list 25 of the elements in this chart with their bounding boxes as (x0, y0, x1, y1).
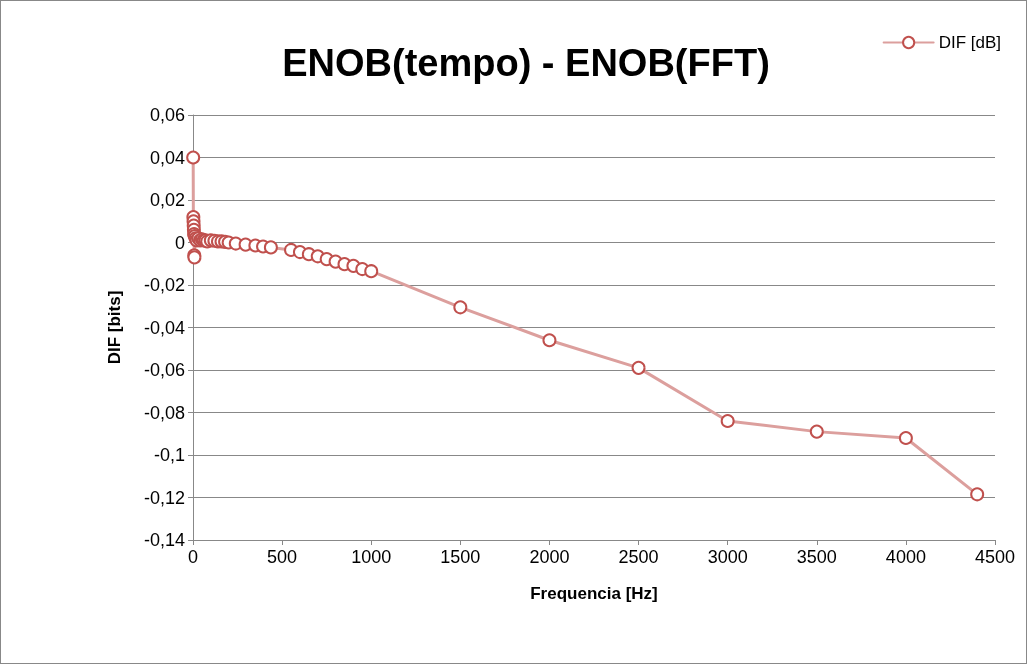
x-tick-label: 3000 (707, 547, 748, 567)
x-tick-label: 2000 (529, 547, 570, 567)
x-tick-label: 4500 (974, 547, 1016, 567)
y-tick-label: 0,06 (149, 105, 185, 125)
y-tick-label: 0 (174, 232, 185, 253)
y-axis-title: DIF [bits] (105, 290, 124, 365)
x-tick-label: 1500 (440, 547, 481, 567)
x-tick-label: 2500 (618, 547, 659, 567)
y-tick-label: -0,14 (143, 530, 185, 550)
x-tick-label: 3500 (796, 547, 837, 567)
x-tick-label: 4000 (885, 547, 926, 567)
x-axis-title: Frequencia [Hz] (530, 584, 658, 603)
x-tick-label: 500 (267, 547, 298, 567)
x-tick-label: 0 (187, 547, 199, 567)
y-tick-label: 0,04 (149, 147, 185, 168)
y-tick-label: -0,04 (143, 317, 185, 338)
y-tick-label: -0,1 (153, 445, 185, 465)
x-tick-label: 1000 (351, 547, 392, 567)
y-tick-label: -0,08 (143, 402, 185, 423)
y-tick-label: -0,02 (143, 275, 185, 295)
y-tick-label: -0,12 (143, 487, 185, 508)
chart-title: ENOB(tempo) - ENOB(FFT) (282, 42, 770, 84)
y-tick-label: -0,06 (143, 360, 185, 380)
legend-label: DIF [dB] (938, 33, 1002, 52)
y-tick-label: 0,02 (149, 190, 185, 210)
